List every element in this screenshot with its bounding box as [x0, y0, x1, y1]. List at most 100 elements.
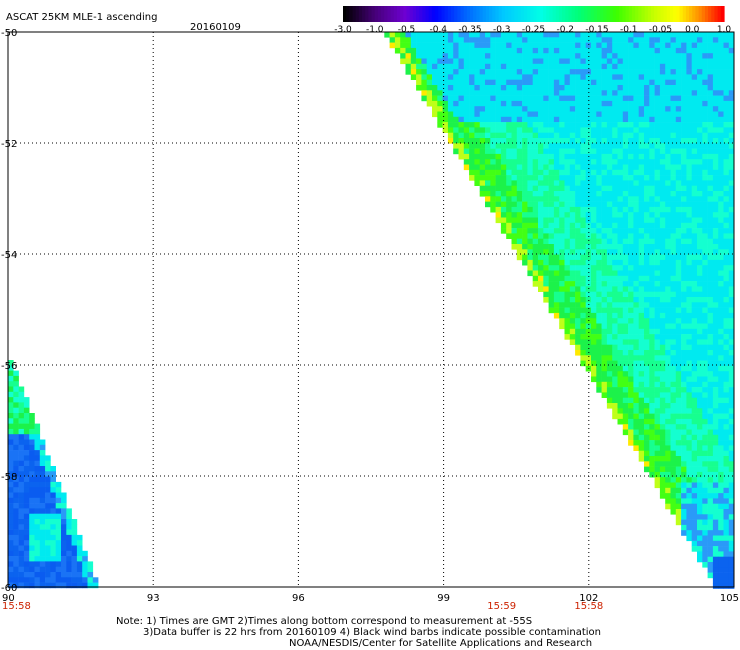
swath-cell: [723, 79, 730, 86]
swath-cell: [13, 503, 19, 509]
swath-cell: [628, 318, 634, 324]
swath-cell: [500, 164, 507, 171]
swath-cell: [665, 450, 671, 457]
swath-cell: [659, 418, 666, 425]
swath-cell: [485, 191, 491, 197]
swath-cell: [718, 493, 724, 499]
swath-cell: [617, 143, 624, 149]
swath-cell: [681, 387, 687, 393]
swath-cell: [675, 307, 682, 314]
swath-cell: [575, 47, 581, 54]
swath-cell: [559, 132, 565, 139]
swath-cell: [707, 32, 714, 38]
swath-cell: [665, 418, 671, 425]
swath-cell: [723, 47, 730, 54]
swath-cell: [34, 561, 41, 567]
swath-cell: [516, 148, 523, 155]
swath-cell: [569, 47, 576, 54]
swath-cell: [691, 185, 698, 192]
swath-cell: [628, 381, 634, 388]
swath-cell: [665, 397, 671, 404]
colorbar-segment: [720, 6, 725, 22]
swath-cell: [596, 132, 602, 139]
swath-cell: [580, 312, 586, 319]
swath-cell: [500, 196, 507, 202]
colorbar-segment: [485, 6, 490, 22]
swath-cell: [469, 132, 475, 139]
swath-cell: [697, 85, 703, 91]
swath-cell: [718, 95, 724, 102]
swath-cell: [569, 100, 576, 107]
swath-cell: [426, 37, 433, 43]
swath-cell: [633, 32, 639, 38]
swath-cell: [707, 138, 714, 144]
swath-cell: [437, 74, 443, 80]
swath-cell: [495, 159, 502, 165]
swath-cell: [39, 492, 46, 499]
swath-cell: [649, 429, 655, 436]
colorbar-segment: [349, 6, 354, 22]
colorbar-segment: [581, 6, 585, 22]
swath-cell: [606, 217, 613, 224]
swath-cell: [697, 376, 703, 383]
swath-cell: [39, 582, 46, 589]
swath-cell: [485, 106, 491, 112]
swath-cell: [569, 206, 576, 213]
swath-cell: [686, 90, 692, 96]
swath-cell: [622, 233, 629, 239]
swath-cell: [23, 397, 30, 403]
swath-cell: [548, 74, 555, 80]
swath-cell: [29, 455, 35, 461]
swath-cell: [659, 127, 666, 133]
swath-cell: [718, 85, 724, 91]
y-tick-label: -54: [1, 250, 17, 261]
swath-cell: [707, 127, 714, 133]
swath-cell: [596, 281, 602, 287]
swath-cell: [665, 148, 671, 155]
swath-cell: [702, 307, 708, 314]
swath-cell: [447, 138, 454, 144]
swath-cell: [601, 111, 608, 118]
swath-cell: [718, 546, 724, 552]
swath-cell: [622, 249, 629, 255]
swath-cell: [490, 175, 496, 181]
swath-cell: [13, 450, 19, 456]
swath-cell: [447, 106, 454, 112]
swath-cell: [532, 127, 539, 133]
swath-cell: [580, 328, 586, 335]
swath-cell: [522, 259, 528, 266]
swath-cell: [633, 111, 639, 118]
swath-cell: [45, 455, 51, 461]
swath-cell: [538, 259, 544, 266]
swath-cell: [712, 567, 719, 573]
y-tick-label: -50: [1, 28, 17, 39]
swath-cell: [665, 85, 671, 91]
swath-cell: [400, 37, 406, 43]
swath-cell: [564, 175, 571, 181]
swath-cell: [527, 47, 533, 54]
swath-cell: [707, 509, 714, 515]
swath-cell: [511, 111, 518, 118]
swath-cell: [633, 387, 639, 393]
swath-cell: [506, 53, 512, 59]
colorbar-segment: [571, 6, 576, 22]
swath-cell: [644, 281, 650, 287]
swath-cell: [548, 270, 555, 277]
swath-cell: [596, 95, 602, 102]
swath-cell: [580, 191, 586, 197]
swath-cell: [506, 164, 512, 171]
swath-cell: [707, 318, 714, 324]
swath-cell: [479, 79, 486, 86]
swath-cell: [644, 217, 650, 224]
swath-cell: [606, 111, 613, 118]
swath-cell: [553, 196, 560, 202]
swath-cell: [591, 254, 597, 261]
swath-cell: [670, 185, 677, 192]
swath-cell: [394, 47, 401, 54]
colorbar-segment: [374, 6, 379, 22]
swath-cell: [728, 487, 735, 494]
swath-cell: [34, 434, 41, 440]
swath-cell: [8, 492, 14, 499]
swath-cell: [681, 334, 687, 340]
swath-cell: [617, 408, 624, 414]
